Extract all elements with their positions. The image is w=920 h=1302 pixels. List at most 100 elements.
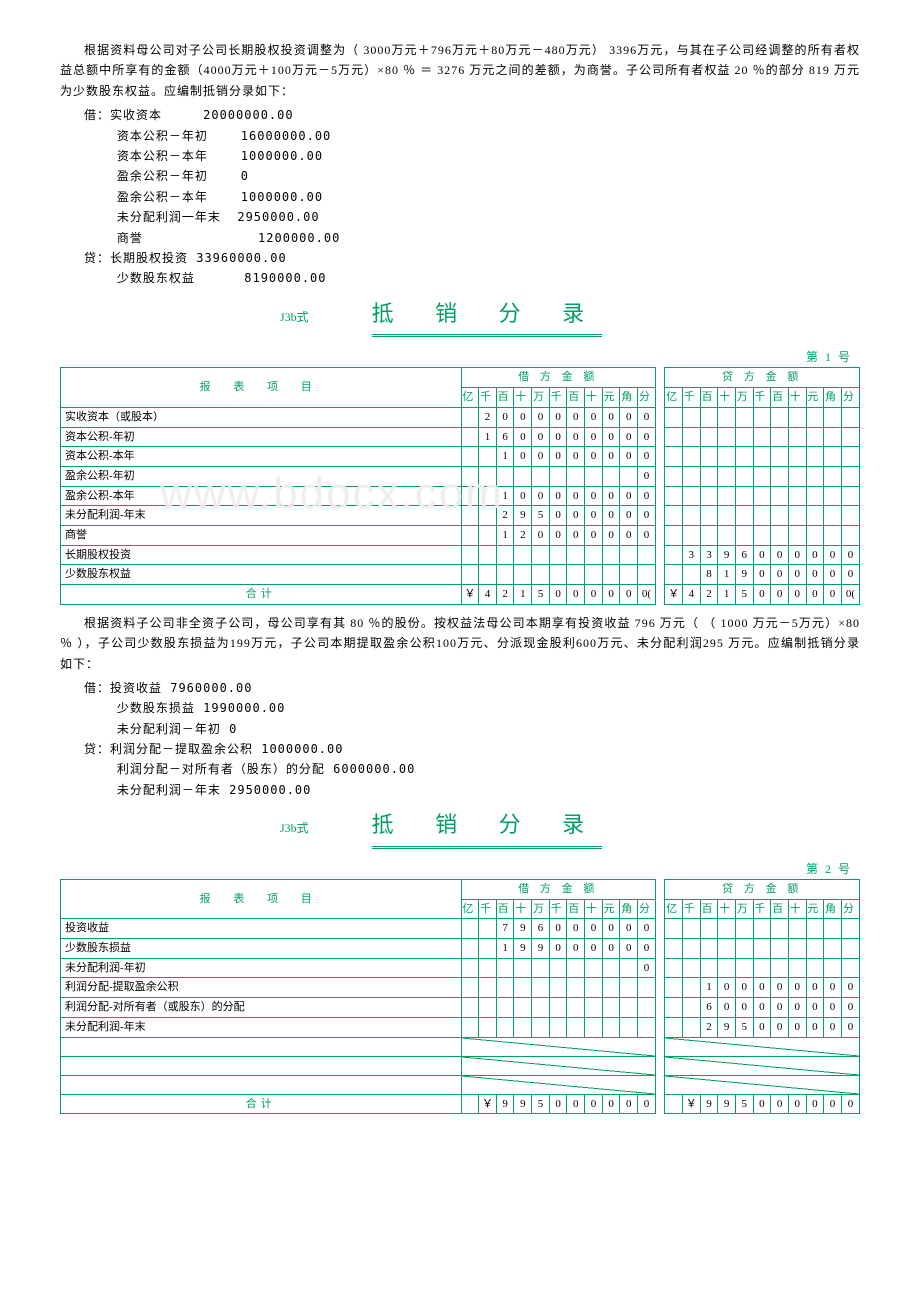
- header-credit: 贷 方 金 额: [665, 880, 860, 900]
- voucher-table-1: 报 表 项 目借 方 金 额贷 方 金 额亿千百十万千百十元角分亿千百十万千百十…: [60, 367, 860, 604]
- digit-cell: [841, 919, 859, 939]
- total-label: 合计: [61, 585, 462, 605]
- digit-cell: [771, 447, 789, 467]
- digit-cell: [788, 486, 806, 506]
- digit-cell: 0: [602, 506, 620, 526]
- digit-cell: [700, 525, 718, 545]
- digit-cell: 0: [735, 978, 753, 998]
- digit-cell: 9: [700, 1094, 718, 1114]
- digit-cell: [682, 427, 700, 447]
- digit-cell: [753, 427, 771, 447]
- entry-line: 借：实收资本 20000000.00: [84, 105, 860, 125]
- entry-line: 未分配利润一年末 2950000.00: [84, 207, 860, 227]
- digit-cell: 0: [567, 525, 585, 545]
- digit-cell: [461, 525, 479, 545]
- digit-cell: [682, 978, 700, 998]
- digit-label: 千: [479, 388, 497, 408]
- digit-cell: [479, 919, 497, 939]
- digit-cell: [682, 447, 700, 467]
- digit-cell: [620, 978, 638, 998]
- digit-cell: 2: [496, 506, 514, 526]
- digit-cell: [479, 506, 497, 526]
- digit-cell: 0: [585, 427, 603, 447]
- digit-cell: ￥: [665, 585, 683, 605]
- digit-label: 万: [532, 388, 550, 408]
- digit-cell: 0: [620, 525, 638, 545]
- digit-cell: 0: [638, 525, 656, 545]
- row-name: 长期股权投资: [61, 545, 462, 565]
- digit-cell: [549, 978, 567, 998]
- digit-cell: [718, 939, 736, 959]
- digit-cell: [567, 466, 585, 486]
- digit-cell: [461, 939, 479, 959]
- row-name: 利润分配-提取盈余公积: [61, 978, 462, 998]
- entry-line: 未分配利润－年末 2950000.00: [84, 780, 860, 800]
- digit-cell: [665, 545, 683, 565]
- digit-cell: [824, 407, 842, 427]
- digit-label: 十: [788, 388, 806, 408]
- digit-cell: 0: [549, 486, 567, 506]
- digit-cell: [806, 427, 824, 447]
- digit-cell: 0: [585, 919, 603, 939]
- form-code: J3b式: [280, 307, 309, 327]
- digit-cell: [638, 545, 656, 565]
- digit-label: 千: [753, 899, 771, 919]
- entry-line: 少数股东损益 1990000.00: [84, 698, 860, 718]
- digit-cell: 0: [532, 486, 550, 506]
- digit-cell: [620, 466, 638, 486]
- digit-cell: 0: [638, 427, 656, 447]
- digit-cell: [549, 545, 567, 565]
- digit-cell: [824, 447, 842, 467]
- digit-cell: [665, 998, 683, 1018]
- digit-cell: [806, 958, 824, 978]
- digit-cell: [567, 998, 585, 1018]
- digit-cell: [841, 447, 859, 467]
- digit-cell: 0: [567, 407, 585, 427]
- digit-cell: [665, 958, 683, 978]
- digit-cell: 0: [735, 998, 753, 1018]
- digit-label: 亿: [665, 388, 683, 408]
- total-label: 合计: [61, 1094, 462, 1114]
- digit-label: 千: [753, 388, 771, 408]
- digit-cell: [788, 466, 806, 486]
- header-debit: 借 方 金 额: [461, 368, 655, 388]
- voucher-1-page-no: 第 1 号: [60, 347, 860, 367]
- digit-cell: 5: [735, 1017, 753, 1037]
- digit-label: 百: [496, 388, 514, 408]
- digit-cell: [718, 958, 736, 978]
- digit-cell: 5: [532, 506, 550, 526]
- digit-cell: 2: [700, 1017, 718, 1037]
- digit-cell: 0: [567, 919, 585, 939]
- digit-cell: [479, 939, 497, 959]
- digit-cell: [567, 1017, 585, 1037]
- table-row: 利润分配-提取盈余公积100000000: [61, 978, 860, 998]
- digit-label: 分: [841, 899, 859, 919]
- digit-cell: [735, 919, 753, 939]
- digit-cell: [461, 565, 479, 585]
- digit-cell: [585, 978, 603, 998]
- digit-cell: 0: [753, 565, 771, 585]
- digit-cell: [841, 939, 859, 959]
- digit-cell: 9: [718, 1017, 736, 1037]
- digit-cell: [602, 998, 620, 1018]
- digit-cell: [549, 1017, 567, 1037]
- digit-cell: [461, 1094, 479, 1114]
- digit-cell: [638, 978, 656, 998]
- digit-cell: [735, 486, 753, 506]
- digit-cell: 9: [514, 939, 532, 959]
- digit-cell: 0: [638, 486, 656, 506]
- digit-cell: [682, 998, 700, 1018]
- digit-cell: 0: [806, 1017, 824, 1037]
- digit-cell: [753, 486, 771, 506]
- digit-label: 分: [638, 388, 656, 408]
- digit-cell: [602, 958, 620, 978]
- digit-cell: [665, 447, 683, 467]
- digit-cell: [602, 466, 620, 486]
- digit-cell: [479, 978, 497, 998]
- digit-cell: 0: [532, 407, 550, 427]
- digit-cell: [602, 978, 620, 998]
- form-title: 抵 销 分 录: [372, 295, 603, 337]
- digit-cell: 1: [479, 427, 497, 447]
- digit-cell: [479, 447, 497, 467]
- header-debit: 借 方 金 额: [461, 880, 655, 900]
